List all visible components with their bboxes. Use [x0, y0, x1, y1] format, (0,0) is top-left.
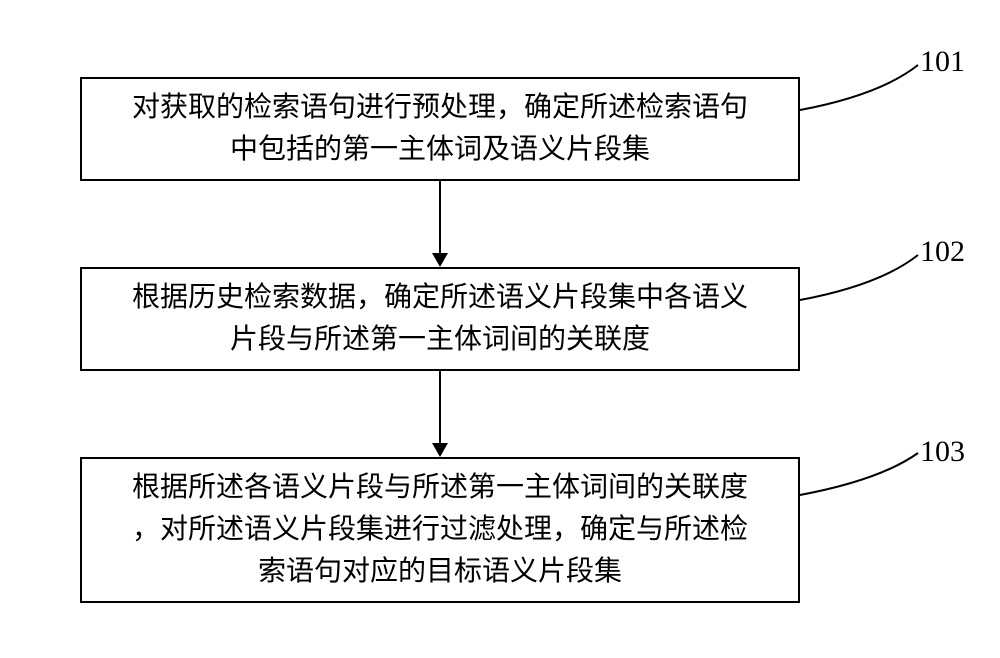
- connector-curve-103: [795, 448, 923, 500]
- arrow-101-to-102: [432, 181, 448, 267]
- step-label-103: 103: [920, 435, 965, 469]
- arrow-head-icon: [432, 253, 448, 267]
- step-103-line-1: 根据所述各语义片段与所述第一主体词间的关联度: [132, 467, 748, 509]
- arrow-102-to-103: [432, 371, 448, 457]
- arrow-head-icon: [432, 443, 448, 457]
- step-101-line-1: 对获取的检索语句进行预处理，确定所述检索语句: [132, 87, 748, 129]
- step-103-line-3: 索语句对应的目标语义片段集: [258, 551, 622, 593]
- connector-curve-101: [795, 60, 923, 115]
- step-box-102: 根据历史检索数据，确定所述语义片段集中各语义 片段与所述第一主体词间的关联度: [80, 267, 800, 371]
- arrow-line: [439, 181, 441, 253]
- step-box-103: 根据所述各语义片段与所述第一主体词间的关联度 ，对所述语义片段集进行过滤处理，确…: [80, 457, 800, 603]
- step-label-102: 102: [920, 235, 965, 269]
- step-103-line-2: ，对所述语义片段集进行过滤处理，确定与所述检: [132, 509, 748, 551]
- step-label-101: 101: [920, 45, 965, 79]
- connector-curve-102: [795, 250, 923, 305]
- arrow-line: [439, 371, 441, 443]
- step-102-line-2: 片段与所述第一主体词间的关联度: [230, 319, 650, 361]
- step-102-line-1: 根据历史检索数据，确定所述语义片段集中各语义: [132, 277, 748, 319]
- step-box-101: 对获取的检索语句进行预处理，确定所述检索语句 中包括的第一主体词及语义片段集: [80, 77, 800, 181]
- step-101-line-2: 中包括的第一主体词及语义片段集: [230, 129, 650, 171]
